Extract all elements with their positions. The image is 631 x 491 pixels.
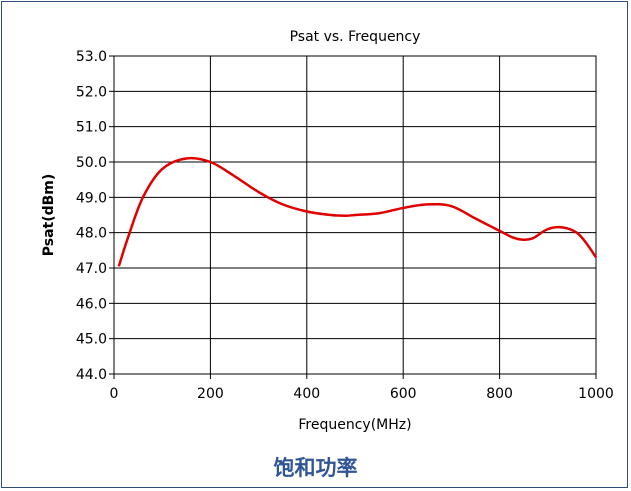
- x-tick-label: 0: [110, 386, 119, 402]
- y-tick-label: 49.0: [76, 190, 107, 206]
- x-tick-label: 400: [293, 386, 320, 402]
- y-axis-label: Psat(dBm): [41, 174, 57, 257]
- x-axis-ticks: 0 200 400 600 800 1000: [110, 374, 614, 402]
- y-tick-label: 48.0: [76, 226, 107, 242]
- x-tick-label: 800: [486, 386, 513, 402]
- x-tick-label: 200: [197, 386, 224, 402]
- x-tick-label: 600: [390, 386, 417, 402]
- y-axis-ticks: 44.0 45.0 46.0 47.0 48.0 49.0 50.0 51.0 52.0 53.0: [76, 49, 114, 383]
- y-tick-label: 52.0: [76, 84, 107, 100]
- y-tick-label: 45.0: [76, 332, 107, 348]
- y-tick-label: 51.0: [76, 120, 107, 136]
- caption-title: 饱和功率: [273, 456, 358, 480]
- y-tick-label: 50.0: [76, 155, 107, 171]
- x-axis-label: Frequency(MHz): [298, 417, 411, 433]
- series-line-psat: [117, 156, 598, 267]
- y-tick-label: 44.0: [76, 367, 107, 383]
- y-tick-label: 53.0: [76, 49, 107, 65]
- y-tick-label: 46.0: [76, 296, 107, 312]
- y-tick-label: 47.0: [76, 261, 107, 277]
- x-tick-label: 1000: [578, 386, 614, 402]
- chart-title: Psat vs. Frequency: [290, 29, 421, 45]
- plot-area-border: [113, 55, 597, 375]
